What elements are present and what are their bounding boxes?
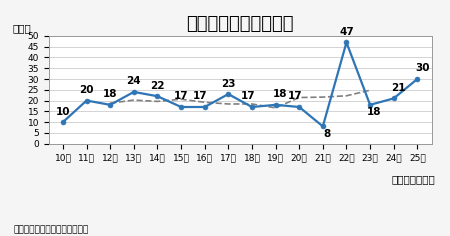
Text: ［（平成）年］: ［（平成）年］ xyxy=(392,174,435,184)
Text: 22: 22 xyxy=(150,81,165,91)
Text: 17: 17 xyxy=(240,91,255,101)
Text: 20: 20 xyxy=(79,85,94,95)
Text: 17: 17 xyxy=(193,91,208,101)
Text: 30: 30 xyxy=(416,63,430,73)
Text: 24: 24 xyxy=(126,76,141,86)
Text: 17: 17 xyxy=(288,91,302,101)
Text: 8: 8 xyxy=(324,129,331,139)
Text: 18: 18 xyxy=(367,107,382,117)
Text: 18: 18 xyxy=(273,89,287,99)
Text: 18: 18 xyxy=(103,89,117,99)
Text: 47: 47 xyxy=(339,27,354,37)
Text: 10: 10 xyxy=(56,106,70,117)
Text: 17: 17 xyxy=(174,91,189,101)
Y-axis label: ［人］: ［人］ xyxy=(13,23,32,33)
Text: 21: 21 xyxy=(391,83,405,93)
Text: 23: 23 xyxy=(221,79,236,88)
Text: （点線は、５年平均移動直線）: （点線は、５年平均移動直線） xyxy=(14,226,89,235)
Title: 熱中症による死亡者数: 熱中症による死亡者数 xyxy=(186,15,294,33)
